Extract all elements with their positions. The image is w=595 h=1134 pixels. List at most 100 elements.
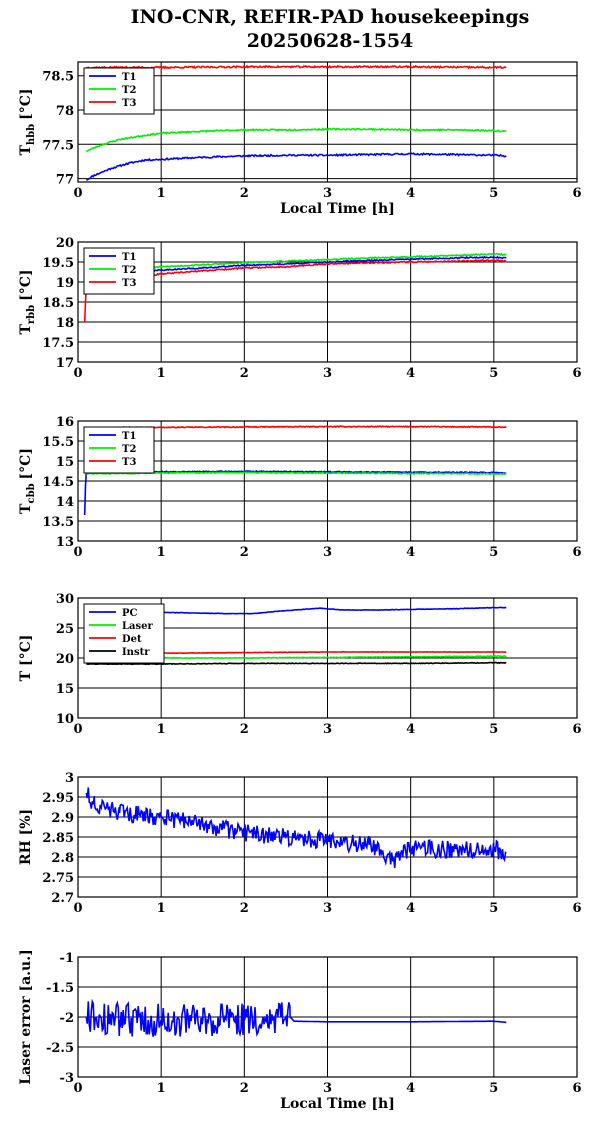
legend-label-t3: T3 — [122, 457, 136, 468]
y-tick-label: 13.5 — [42, 515, 74, 530]
plot-frame — [77, 420, 578, 542]
series-line-instr — [86, 661, 507, 666]
x-tick-label: 4 — [406, 186, 415, 201]
y-tick-label: 15.5 — [42, 435, 74, 450]
series-line-main — [85, 998, 507, 1038]
series-line-t1 — [86, 152, 507, 181]
x-tick-label: 5 — [489, 722, 498, 737]
legend-box — [83, 67, 155, 115]
y-tick-label: 2.95 — [42, 791, 74, 806]
x-tick-label: 0 — [73, 722, 82, 737]
x-tick-label: 6 — [572, 1081, 581, 1096]
legend-box — [83, 426, 155, 474]
x-axis-label: Local Time [h] — [280, 201, 395, 217]
legend-label-t1: T1 — [122, 252, 136, 263]
x-tick-label: 0 — [73, 1081, 82, 1096]
y-tick-label: 10 — [56, 712, 74, 727]
series-line-t1 — [83, 470, 507, 516]
y-tick-label: 30 — [56, 592, 74, 607]
y-tick-label: 17.5 — [42, 336, 74, 351]
plot-frame — [77, 597, 578, 719]
y-axis-label: Trbb[°C] — [18, 269, 37, 334]
plot-frame — [77, 61, 578, 183]
y-tick-label: 15 — [56, 455, 74, 470]
y-tick-label: 13 — [56, 535, 74, 550]
x-tick-label: 1 — [157, 722, 166, 737]
x-tick-label: 2 — [240, 545, 249, 560]
figure-subtitle: 20250628-1554 — [247, 30, 414, 52]
y-tick-label: 16 — [56, 415, 74, 430]
y-tick-label: 2.85 — [42, 831, 74, 846]
y-tick-label: 2.7 — [51, 891, 74, 906]
plot-frame — [77, 241, 578, 363]
legend-label-t3: T3 — [122, 278, 136, 289]
chart-panel-1: 0 1 2 3 4 5 6 77 77.5 78 78.5 Local Time [h] Thbb[°C… — [18, 61, 582, 217]
x-tick-label: 6 — [572, 722, 581, 737]
y-tick-label: 78 — [56, 104, 74, 119]
series-line-t2 — [86, 127, 507, 152]
series-line-t3 — [86, 64, 507, 70]
x-tick-label: 6 — [572, 186, 581, 201]
y-tick-label: 19.5 — [42, 256, 74, 271]
x-tick-label: 4 — [406, 545, 415, 560]
y-tick-label: 20 — [56, 236, 74, 251]
legend-label-t2: T2 — [122, 444, 136, 455]
legend-label-t3: T3 — [122, 98, 136, 109]
x-tick-label: 5 — [489, 901, 498, 916]
y-axis-label: RH [%] — [18, 809, 34, 865]
x-tick-label: 1 — [157, 545, 166, 560]
x-tick-label: 1 — [157, 901, 166, 916]
x-tick-label: 4 — [406, 901, 415, 916]
x-axis-label: Local Time [h] — [280, 1096, 395, 1112]
x-tick-label: 6 — [572, 545, 581, 560]
y-tick-label: -1.5 — [46, 981, 74, 996]
legend: T1 T2 T3 — [83, 426, 155, 474]
y-tick-label: 2.75 — [42, 871, 74, 886]
x-tick-label: 0 — [73, 366, 82, 381]
legend-label-pc: PC — [122, 608, 138, 619]
x-tick-label: 2 — [240, 722, 249, 737]
y-tick-label: -3 — [60, 1071, 74, 1086]
y-tick-label: 17 — [56, 356, 74, 371]
plot-frame — [77, 776, 578, 898]
x-tick-label: 3 — [323, 722, 332, 737]
y-axis-label: Laser error [a.u.] — [18, 949, 34, 1084]
x-tick-label: 5 — [489, 1081, 498, 1096]
y-tick-label: 2.8 — [51, 851, 74, 866]
x-tick-label: 2 — [240, 1081, 249, 1096]
y-tick-label: 3 — [65, 771, 74, 786]
x-tick-label: 3 — [323, 1081, 332, 1096]
y-tick-label: 14.5 — [42, 475, 74, 490]
y-tick-label: 18.5 — [42, 296, 74, 311]
x-tick-label: 3 — [323, 366, 332, 381]
y-tick-label: 14 — [56, 495, 74, 510]
x-tick-label: 3 — [323, 545, 332, 560]
x-tick-label: 3 — [323, 186, 332, 201]
chart-panel-3: 0 1 2 3 4 5 61313.51414.51515.516Tcbb[°C]T1T2T… — [18, 415, 582, 560]
x-tick-label: 1 — [157, 366, 166, 381]
x-tick-label: 4 — [406, 366, 415, 381]
x-tick-label: 5 — [489, 366, 498, 381]
legend: PC Laser Det Instr — [83, 603, 165, 664]
x-tick-label: 2 — [240, 366, 249, 381]
x-tick-label: 2 — [240, 186, 249, 201]
chart-panel-6: 0 1 2 3 4 5 6 -3 -2.5 -2 -1.5 -1 Local Time [h] Laser… — [18, 949, 582, 1112]
figure-title: INO-CNR, REFIR-PAD housekeepings — [131, 6, 530, 28]
chart-panels: 0 1 2 3 4 5 6 77 77.5 78 78.5 Local Time [h] Thbb[°C… — [18, 61, 582, 1112]
y-tick-label: 77 — [56, 173, 74, 188]
series-line-t3 — [86, 425, 507, 429]
legend-label-t2: T2 — [122, 265, 136, 276]
x-tick-label: 4 — [406, 1081, 415, 1096]
chart-panel-2: 0 1 2 3 4 5 61717.51818.51919.520Trbb[°C]T1T2T… — [18, 236, 582, 381]
y-tick-label: 20 — [56, 652, 74, 667]
legend-label-det: Det — [122, 634, 142, 645]
y-axis-label: T [°C] — [18, 635, 34, 682]
y-tick-label: 19 — [56, 276, 74, 291]
series-line-t2 — [86, 252, 507, 277]
series-line-t2 — [86, 471, 507, 476]
legend-label-instr: Instr — [122, 647, 150, 658]
series-line-main — [85, 787, 507, 869]
x-tick-label: 1 — [157, 1081, 166, 1096]
x-tick-label: 5 — [489, 186, 498, 201]
